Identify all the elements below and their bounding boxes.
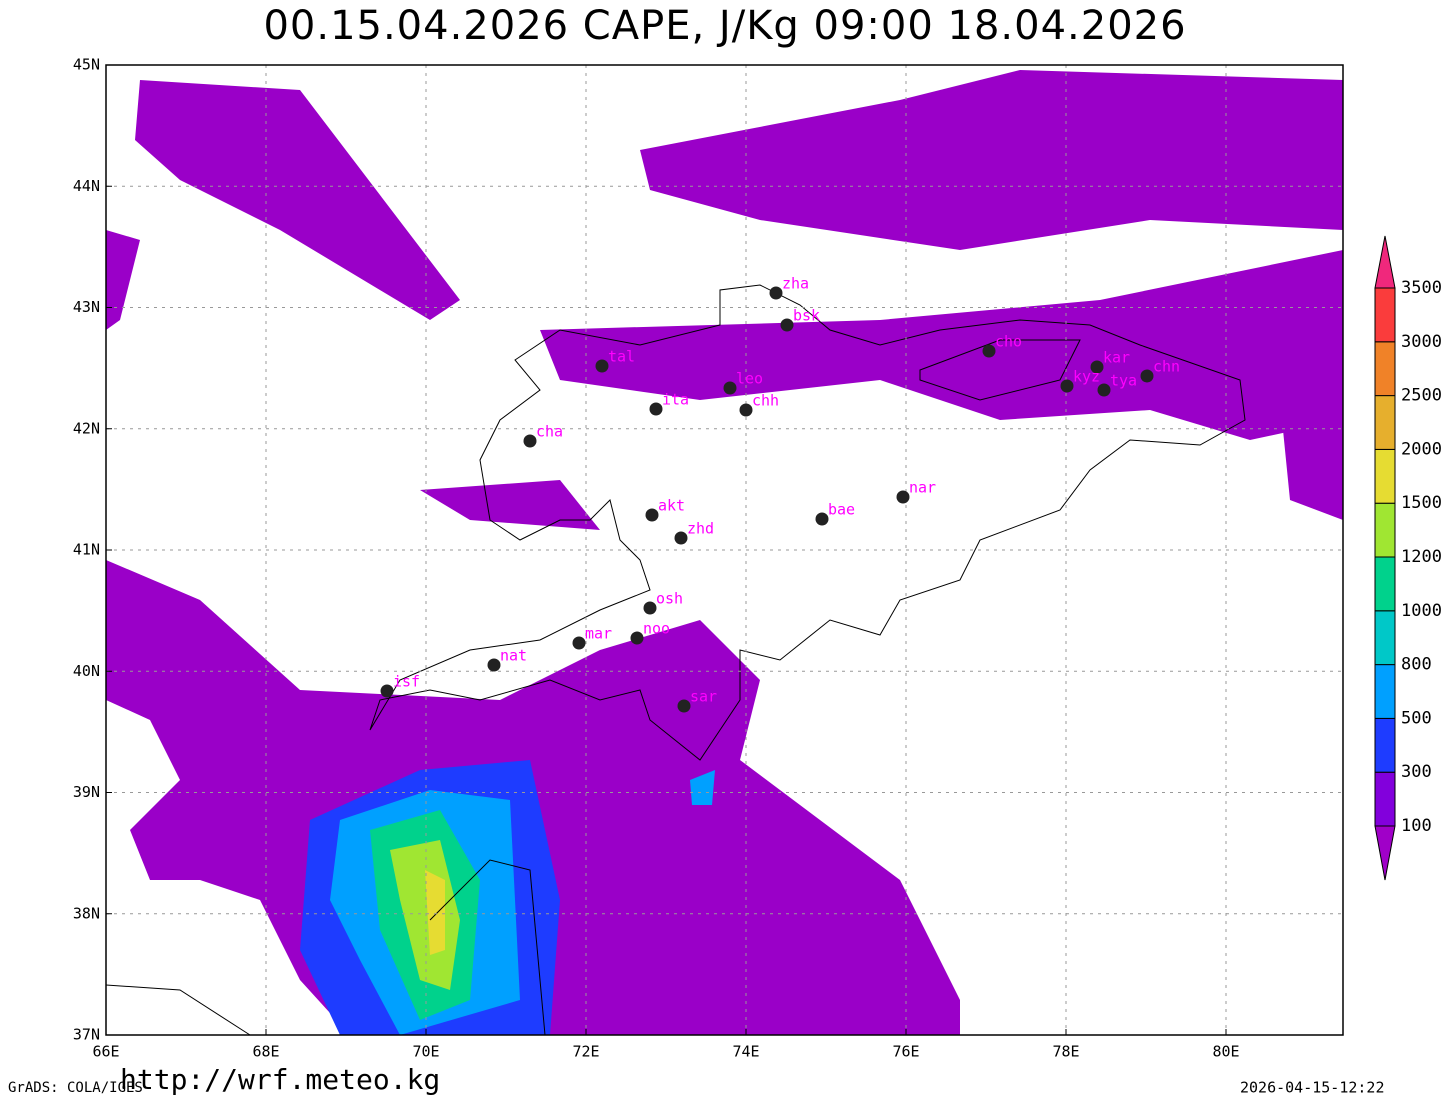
station-label: cha — [536, 423, 563, 441]
station-label: kyz — [1073, 368, 1100, 386]
station-dot — [643, 601, 657, 615]
station-label: bsk — [793, 307, 820, 325]
url: http://wrf.meteo.kg — [120, 1063, 440, 1096]
y-tick-label: 41N — [73, 541, 100, 559]
station-label: mar — [585, 625, 612, 643]
colorbar-label: 2000 — [1401, 439, 1442, 459]
station-dot — [982, 344, 996, 358]
station-dot — [380, 684, 394, 698]
x-tick-label: 72E — [572, 1043, 599, 1061]
station-dot — [1097, 383, 1111, 397]
x-tick-label: 76E — [892, 1043, 919, 1061]
station-dot — [645, 508, 659, 522]
station-label: noo — [643, 620, 670, 638]
grid — [106, 65, 1343, 1035]
station-dot — [1090, 360, 1104, 374]
station-label: cho — [995, 333, 1022, 351]
station-label: akt — [658, 497, 685, 515]
colorbar-box — [1374, 341, 1396, 397]
colorbar-label: 100 — [1401, 816, 1432, 836]
station-label: nar — [909, 479, 936, 497]
station-dot — [815, 512, 829, 526]
colorbar-label: 1200 — [1401, 547, 1442, 567]
station-dot — [769, 286, 783, 300]
station-label: tya — [1110, 372, 1137, 390]
colorbar-box — [1374, 717, 1396, 773]
station-dot — [674, 531, 688, 545]
cape-field — [106, 70, 1343, 1035]
station-label: kar — [1103, 349, 1130, 367]
title: 00.15.04.2026 CAPE, J/Kg 09:00 18.04.202… — [263, 3, 1186, 49]
colorbar-label: 300 — [1401, 762, 1432, 782]
station-label: osh — [656, 590, 683, 608]
station-dot — [487, 658, 501, 672]
x-tick-label: 68E — [252, 1043, 279, 1061]
y-tick-label: 45N — [73, 56, 100, 74]
station-dot — [630, 631, 644, 645]
colorbar-box — [1374, 448, 1396, 504]
station-dot — [523, 434, 537, 448]
station-dot — [780, 318, 794, 332]
station-label: tal — [608, 348, 635, 366]
y-tick-label: 44N — [73, 177, 100, 195]
station-dot — [739, 403, 753, 417]
axes: 66E 68E 70E 72E 74E 76E 78E 80E 45N 44N 43N 42N 41N 4… — [73, 56, 1240, 1061]
station-dot — [572, 636, 586, 650]
x-tick-label: 78E — [1052, 1043, 1079, 1061]
y-tick-label: 39N — [73, 783, 100, 801]
x-tick-label: 74E — [732, 1043, 759, 1061]
colorbar: 100 300 500 800 1000 1200 1500 2000 2500 3000 3500 — [1374, 235, 1442, 881]
x-tick-label: 66E — [92, 1043, 119, 1061]
colorbar-box — [1374, 287, 1396, 343]
station-label: sar — [690, 688, 717, 706]
y-tick-label: 40N — [73, 662, 100, 680]
colorbar-label: 3500 — [1401, 278, 1442, 298]
station-dot — [723, 381, 737, 395]
colorbar-label: 800 — [1401, 655, 1432, 675]
station-label: leo — [736, 370, 763, 388]
grads-credit: GrADS: COLA/IGES — [8, 1080, 143, 1096]
station-dot — [677, 699, 691, 713]
colorbar-box — [1374, 502, 1396, 558]
colorbar-label: 1000 — [1401, 601, 1442, 621]
borders — [105, 284, 1246, 1036]
station-label: chh — [752, 392, 779, 410]
station-label: zha — [782, 275, 809, 293]
station-dot — [649, 402, 663, 416]
colorbar-label: 500 — [1401, 708, 1432, 728]
station-label: bae — [828, 501, 855, 519]
station-dot — [595, 359, 609, 373]
colorbar-label: 3000 — [1401, 332, 1442, 352]
colorbar-label: 1500 — [1401, 493, 1442, 513]
colorbar-box — [1374, 664, 1396, 719]
station-label: nat — [500, 647, 527, 665]
colorbar-box — [1374, 771, 1396, 827]
station-dot — [1140, 369, 1154, 383]
x-tick-label: 70E — [412, 1043, 439, 1061]
timestamp: 2026-04-15-12:22 — [1240, 1079, 1385, 1097]
y-tick-label: 38N — [73, 904, 100, 922]
station-label: zhd — [687, 520, 714, 538]
y-tick-label: 43N — [73, 298, 100, 316]
station-dot — [1060, 379, 1074, 393]
station-dot — [896, 490, 910, 504]
station-label: chn — [1153, 358, 1180, 376]
colorbar-box — [1374, 395, 1396, 450]
colorbar-box — [1374, 610, 1396, 666]
y-tick-label: 42N — [73, 419, 100, 437]
station-label: ita — [662, 391, 689, 409]
y-tick-label: 37N — [73, 1026, 100, 1044]
colorbar-high — [1374, 235, 1396, 289]
colorbar-low — [1374, 825, 1396, 881]
colorbar-label: 2500 — [1401, 386, 1442, 406]
station-label: isf — [393, 673, 420, 691]
x-tick-label: 80E — [1212, 1043, 1239, 1061]
colorbar-box — [1374, 556, 1396, 612]
